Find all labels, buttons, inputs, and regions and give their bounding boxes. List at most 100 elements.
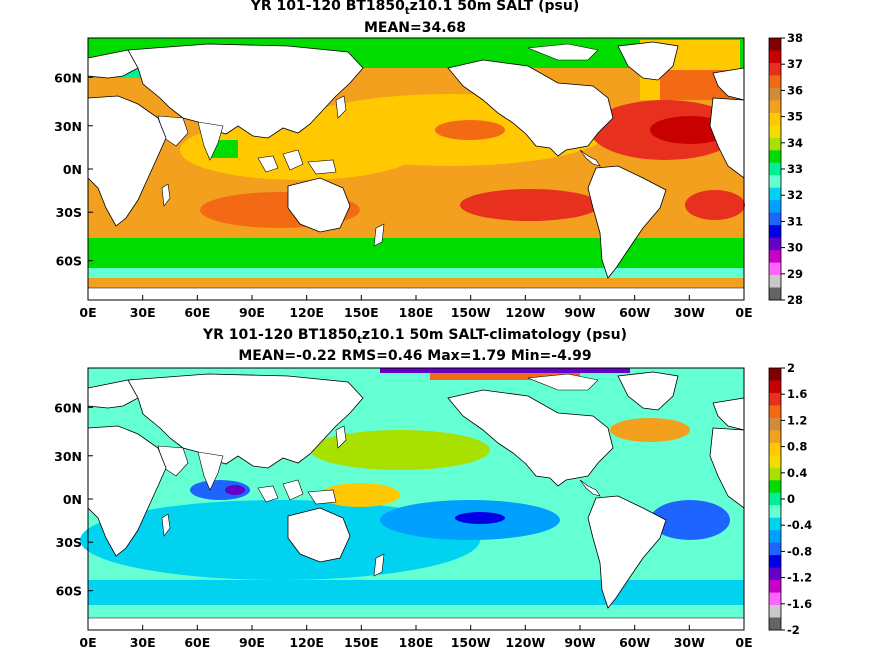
top-lat-label: 30S	[56, 205, 82, 220]
top-colorbar-segment	[769, 100, 781, 114]
bottom-colorbar-label: 2	[787, 361, 795, 375]
top-lon-label: 30E	[130, 305, 156, 320]
top-colorbar-segment	[769, 50, 781, 64]
top-map-plot	[87, 37, 745, 301]
bottom-colorbar-segment	[769, 555, 781, 569]
top-lat-label: 60N	[54, 70, 82, 85]
bottom-colorbar-label: -2	[787, 623, 800, 637]
top-lon-label: 150E	[344, 305, 379, 320]
bottom-colorbar-segment	[769, 392, 781, 406]
top-lon-label: 60E	[184, 305, 210, 320]
top-colorbar-segment	[769, 112, 781, 126]
top-lon-label: 120W	[505, 305, 545, 320]
map-axes: 0E 30E 60E 90E 120E 150E 180E 150W 120W 90W 60W 30W…	[54, 70, 752, 650]
top-colorbar-segment	[769, 225, 781, 239]
top-colorbar-label: 28	[787, 293, 803, 307]
bottom-lat-label: 60S	[56, 584, 82, 599]
top-colorbar-segment	[769, 150, 781, 164]
top-map-mean: MEAN=34.68	[363, 20, 467, 36]
top-lon-label: 60W	[619, 305, 650, 320]
colorbars: 38 37 36 35 34 33 32 31 30 29 28 2 1.6 1.2 0.8 0.4 0 -0.4…	[768, 31, 812, 637]
bottom-lat-label: 60N	[54, 400, 82, 415]
top-colorbar-segment	[769, 200, 781, 214]
bottom-colorbar-segment	[769, 442, 781, 456]
bottom-colorbar-label: -1.6	[787, 597, 812, 611]
bottom-lon-label: 60W	[619, 635, 650, 650]
top-colorbar-segment	[769, 187, 781, 201]
top-colorbar-segment	[769, 175, 781, 189]
bottom-colorbar-label: -0.4	[787, 518, 812, 532]
top-lon-label: 90E	[239, 305, 265, 320]
bottom-lon-label: 120E	[289, 635, 324, 650]
bottom-map-anomaly-field	[80, 368, 744, 605]
bottom-colorbar-segment	[769, 592, 781, 606]
bottom-colorbar-segment	[769, 368, 781, 381]
bottom-lon-label: 90E	[239, 635, 265, 650]
bottom-colorbar-label: -0.8	[787, 544, 812, 558]
top-lon-label: 0E	[79, 305, 96, 320]
bottom-lon-label: 150W	[451, 635, 491, 650]
top-colorbar-segment	[769, 262, 781, 276]
top-lon-label: 150W	[451, 305, 491, 320]
top-colorbar-label: 36	[787, 83, 803, 97]
top-colorbar-label: 37	[787, 57, 803, 71]
bottom-colorbar-label: 0.8	[787, 440, 807, 454]
bottom-colorbar-segment	[769, 567, 781, 581]
top-colorbar-segment	[769, 87, 781, 101]
bottom-colorbar-label: 0.4	[787, 466, 807, 480]
top-lat-label: 0N	[63, 162, 82, 177]
top-colorbar-segment	[769, 75, 781, 89]
bottom-colorbar-segment	[769, 380, 781, 394]
top-colorbar-segment	[769, 38, 781, 51]
bottom-colorbar-segment	[769, 517, 781, 531]
top-colorbar-label: 38	[787, 31, 803, 45]
top-colorbar-segment	[769, 250, 781, 264]
bottom-lon-label: 0E	[735, 635, 752, 650]
top-colorbar-segment	[769, 62, 781, 76]
top-lon-label: 120E	[289, 305, 324, 320]
bottom-map-title: YR 101-120 BT1850tz10.1 50m SALT-climato…	[202, 327, 628, 346]
bottom-lon-label: 60E	[184, 635, 210, 650]
bottom-colorbar-segment	[769, 492, 781, 506]
top-colorbar-label: 29	[787, 267, 803, 281]
top-colorbar-label: 31	[787, 214, 803, 228]
top-colorbar-segment	[769, 275, 781, 289]
bottom-colorbar-segment	[769, 530, 781, 544]
bottom-colorbar-segment	[769, 580, 781, 594]
bottom-colorbar-segment	[769, 430, 781, 444]
bottom-map-plot	[80, 367, 745, 631]
top-colorbar-segment	[769, 287, 781, 301]
top-colorbar-label: 35	[787, 110, 803, 124]
top-colorbar-label: 30	[787, 241, 803, 255]
top-lat-label: 30N	[54, 119, 82, 134]
top-colorbar-segment	[769, 125, 781, 139]
bottom-colorbar-segment	[769, 455, 781, 469]
top-map-title: YR 101-120 BT1850tz10.1 50m SALT (psu)	[250, 0, 580, 17]
bottom-colorbar-segment	[769, 417, 781, 431]
bottom-lon-label: 0E	[79, 635, 96, 650]
bottom-lon-label: 150E	[344, 635, 379, 650]
bottom-lon-label: 120W	[505, 635, 545, 650]
bottom-colorbar-segment	[769, 480, 781, 494]
bottom-colorbar-label: 1.6	[787, 387, 807, 401]
bottom-colorbar-segment	[769, 505, 781, 519]
bottom-lat-label: 0N	[63, 492, 82, 507]
top-colorbar-label: 34	[787, 136, 803, 150]
top-colorbar-segment	[769, 237, 781, 251]
bottom-lat-label: 30N	[54, 449, 82, 464]
bottom-colorbar-segment	[769, 605, 781, 619]
top-lat-label: 60S	[56, 254, 82, 269]
top-colorbar-label: 32	[787, 188, 803, 202]
bottom-colorbar-segment	[769, 617, 781, 631]
bottom-lat-label: 30S	[56, 535, 82, 550]
bottom-lon-label: 30W	[674, 635, 705, 650]
top-colorbar-label: 33	[787, 162, 803, 176]
bottom-colorbar-label: 0	[787, 492, 795, 506]
top-colorbar-segment	[769, 212, 781, 226]
bottom-lon-label: 180E	[399, 635, 434, 650]
bottom-colorbar-segment	[769, 542, 781, 556]
bottom-colorbar-label: -1.2	[787, 571, 812, 585]
top-colorbar-segment	[769, 137, 781, 151]
top-lon-label: 0E	[735, 305, 752, 320]
